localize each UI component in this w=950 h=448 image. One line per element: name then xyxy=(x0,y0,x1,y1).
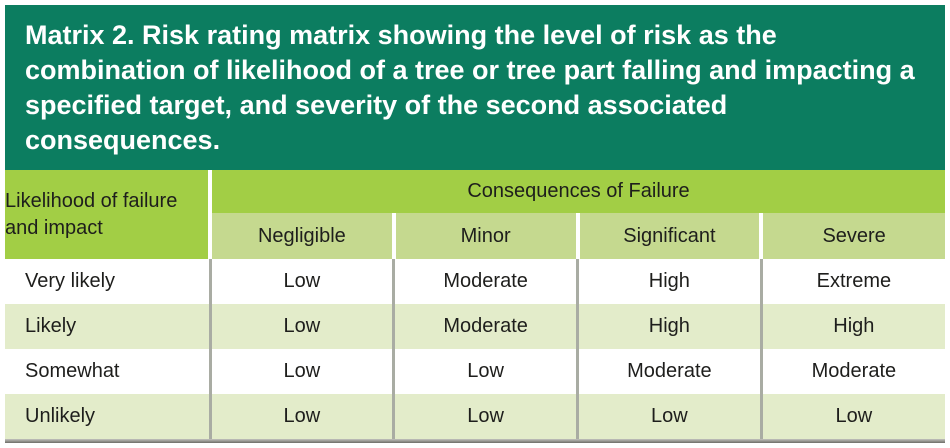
risk-cell: Moderate xyxy=(759,349,945,394)
risk-cell: Low xyxy=(576,394,762,439)
table-row-likely: Likely Low Moderate High High xyxy=(5,304,945,349)
figure-caption-text: Matrix 2. Risk rating matrix showing the… xyxy=(25,20,915,155)
risk-cell: Extreme xyxy=(759,259,945,304)
risk-cell: Low xyxy=(759,394,945,439)
risk-cell: Low xyxy=(392,349,578,394)
row-label: Likely xyxy=(5,304,210,349)
column-header-row: Negligible Minor Significant Severe xyxy=(5,213,945,259)
risk-cell: Moderate xyxy=(576,349,762,394)
column-header-severe: Severe xyxy=(759,213,945,259)
column-header-minor: Minor xyxy=(391,213,578,259)
risk-cell: Low xyxy=(208,304,394,349)
risk-cell: Moderate xyxy=(392,259,578,304)
risk-matrix-table: Likelihood of failure and impact Consequ… xyxy=(5,170,945,439)
table-row-very-likely: Very likely Low Moderate High Extreme xyxy=(5,259,945,304)
column-header-negligible: Negligible xyxy=(208,213,394,259)
risk-cell: Low xyxy=(392,394,578,439)
column-header-significant: Significant xyxy=(575,213,762,259)
risk-cell: Low xyxy=(208,394,394,439)
risk-cell: High xyxy=(576,304,762,349)
row-label: Unlikely xyxy=(5,394,210,439)
row-label: Somewhat xyxy=(5,349,210,394)
table-row-unlikely: Unlikely Low Low Low Low xyxy=(5,394,945,439)
risk-cell: High xyxy=(576,259,762,304)
risk-cell: High xyxy=(759,304,945,349)
figure-caption-band: Matrix 2. Risk rating matrix showing the… xyxy=(5,5,945,170)
header-group-row: Likelihood of failure and impact Consequ… xyxy=(5,170,945,259)
bottom-rule xyxy=(5,439,945,443)
column-group-header: Consequences of Failure xyxy=(208,170,945,213)
risk-cell: Moderate xyxy=(392,304,578,349)
row-axis-header: Likelihood of failure and impact xyxy=(5,170,210,259)
risk-cell: Low xyxy=(208,259,394,304)
table-row-somewhat: Somewhat Low Low Moderate Moderate xyxy=(5,349,945,394)
row-label: Very likely xyxy=(5,259,210,304)
risk-cell: Low xyxy=(208,349,394,394)
